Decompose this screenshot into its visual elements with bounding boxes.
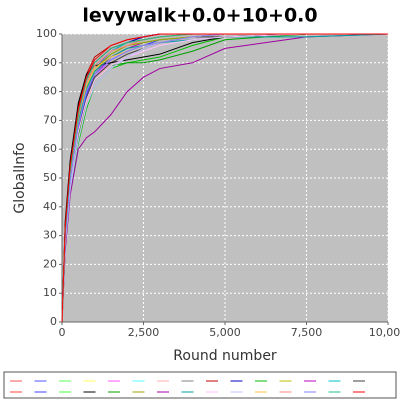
x-tick-label: 10,000 [369, 326, 400, 339]
y-tick-label: 70 [43, 113, 57, 126]
x-tick-label: 2,500 [128, 326, 160, 339]
y-axis-label: GlobalInfo [12, 142, 28, 213]
series-line [61, 33, 389, 323]
y-tick-label: 10 [43, 286, 57, 299]
y-tick-label: 0 [50, 315, 57, 328]
x-tick-label: 0 [59, 326, 66, 339]
y-tick-label: 50 [43, 171, 57, 184]
y-tick-label: 100 [36, 27, 57, 40]
chart-title: levywalk+0.0+10+0.0 [82, 5, 317, 27]
x-tick-label: 7,500 [291, 326, 323, 339]
y-tick-label: 90 [43, 56, 57, 69]
series-line [61, 33, 388, 323]
y-tick-label: 30 [43, 229, 57, 242]
x-axis-label: Round number [173, 348, 277, 364]
x-tick-label: 5,000 [209, 326, 241, 339]
y-tick-label: 80 [43, 85, 57, 98]
y-tick-label: 40 [43, 200, 57, 213]
y-tick-label: 20 [43, 257, 57, 270]
legend [3, 371, 397, 399]
y-tick-label: 60 [43, 142, 57, 155]
